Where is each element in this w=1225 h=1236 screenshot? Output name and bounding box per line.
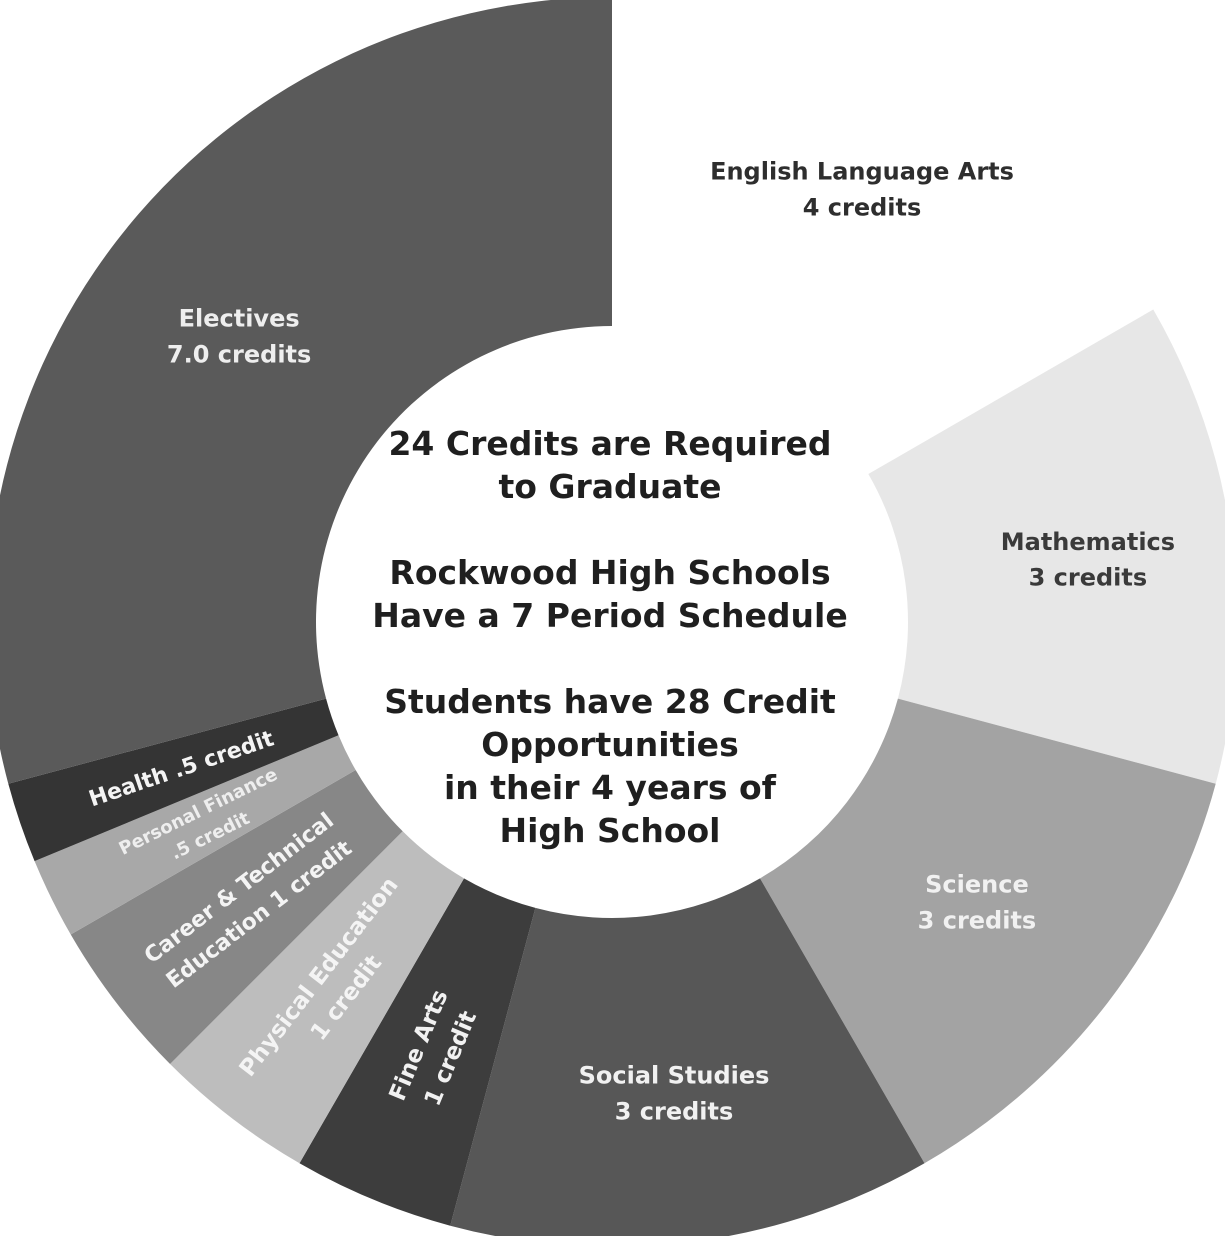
center-text-block-2: Rockwood High Schools Have a 7 Period Sc…	[350, 551, 870, 637]
slice-label-line: 4 credits	[803, 193, 922, 221]
center-text-line: 24 Credits are Required	[388, 424, 832, 463]
slice-label-line: Electives	[179, 304, 300, 332]
slice-label-line: Science	[925, 870, 1029, 898]
center-text-line: Opportunities	[481, 725, 739, 764]
slice-label-english-language-arts: English Language Arts 4 credits	[710, 157, 1014, 221]
slice-social-studies	[450, 878, 925, 1236]
center-text-line: to Graduate	[498, 467, 722, 506]
center-text-line: Students have 28 Credit	[384, 682, 836, 721]
slice-label-line: 3 credits	[1029, 564, 1148, 592]
center-text-line: in their 4 years of	[443, 768, 777, 807]
slice-label-line: 7.0 credits	[167, 340, 311, 368]
slice-mathematics	[868, 309, 1225, 784]
slice-label-line: English Language Arts	[710, 157, 1014, 185]
slice-fine-arts	[299, 878, 536, 1226]
slice-science	[760, 698, 1216, 1164]
slice-label-line: 3 credits	[615, 1097, 734, 1125]
slice-electives	[0, 0, 612, 784]
slice-career-and-technical-education	[70, 770, 403, 1064]
slice-english-language-arts	[612, 0, 1154, 474]
slice-label-social-studies: Social Studies 3 credits	[579, 1061, 770, 1125]
slice-label-electives: Electives 7.0 credits	[167, 304, 311, 368]
slice-physical-education	[170, 831, 464, 1164]
center-text-line: Have a 7 Period Schedule	[372, 596, 848, 635]
center-text-line: Rockwood High Schools	[389, 553, 831, 592]
center-text-block-3: Students have 28 Credit Opportunities in…	[350, 680, 870, 852]
slice-label-line: Mathematics	[1001, 528, 1175, 556]
center-text: 24 Credits are Required to Graduate Rock…	[350, 422, 870, 895]
slice-label-line: 3 credits	[918, 906, 1037, 934]
center-text-block-1: 24 Credits are Required to Graduate	[350, 422, 870, 508]
slice-label-science: Science 3 credits	[918, 870, 1037, 934]
slice-label-mathematics: Mathematics 3 credits	[1001, 528, 1175, 592]
slice-personal-finance	[34, 735, 356, 935]
slice-label-line: Social Studies	[579, 1061, 770, 1089]
center-text-line: High School	[499, 811, 721, 850]
slice-health	[8, 698, 339, 862]
